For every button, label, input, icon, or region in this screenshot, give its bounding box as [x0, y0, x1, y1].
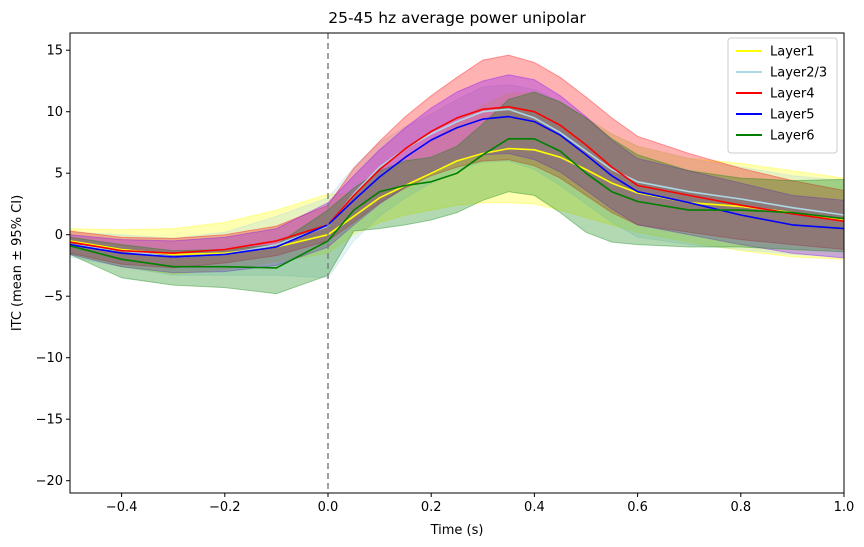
- y-tick-label: 0: [55, 228, 63, 243]
- y-tick-label: −20: [36, 474, 63, 489]
- x-axis-ticks: −0.4 −0.2 0.0 0.2 0.4 0.6 0.8 1.0: [106, 493, 855, 515]
- legend: Layer1 Layer2/3 Layer4 Layer5 Layer6: [727, 37, 838, 154]
- y-tick-label: 5: [55, 167, 63, 182]
- legend-label-layer1: Layer1: [770, 45, 815, 60]
- line-layer4: [69, 106, 845, 254]
- legend-box: [727, 37, 838, 154]
- x-tick-label: 0.6: [627, 500, 648, 515]
- x-tick-label: 0.8: [730, 500, 751, 515]
- x-axis-label: Time (s): [430, 523, 484, 538]
- plot-frame: [69, 32, 845, 494]
- y-tick-label: 10: [46, 105, 63, 120]
- x-tick-label: −0.4: [106, 500, 138, 515]
- chart-title: 25-45 hz average power unipolar: [328, 9, 586, 27]
- legend-label-layer5: Layer5: [770, 108, 815, 123]
- y-axis-ticks: 15 10 5 0 −5 −10 −15 −20: [36, 44, 70, 489]
- line-layer5: [69, 115, 845, 258]
- legend-label-layer6: Layer6: [770, 129, 815, 144]
- y-tick-label: 15: [46, 44, 63, 59]
- legend-label-layer4: Layer4: [770, 87, 815, 102]
- y-tick-label: −15: [36, 413, 63, 428]
- line-layer6: [69, 138, 845, 269]
- legend-label-layer2-3: Layer2/3: [770, 66, 827, 81]
- y-axis-label: ITC (mean ± 95% CI): [10, 195, 25, 331]
- series-lines: [69, 106, 845, 269]
- y-tick-label: −5: [44, 290, 63, 305]
- y-tick-label: −10: [36, 351, 63, 366]
- line-layer2-3: [69, 108, 845, 258]
- x-tick-label: 0.4: [524, 500, 545, 515]
- x-tick-label: 0.0: [318, 500, 339, 515]
- x-tick-label: 1.0: [834, 500, 855, 515]
- x-tick-label: 0.2: [421, 500, 442, 515]
- x-tick-label: −0.2: [209, 500, 241, 515]
